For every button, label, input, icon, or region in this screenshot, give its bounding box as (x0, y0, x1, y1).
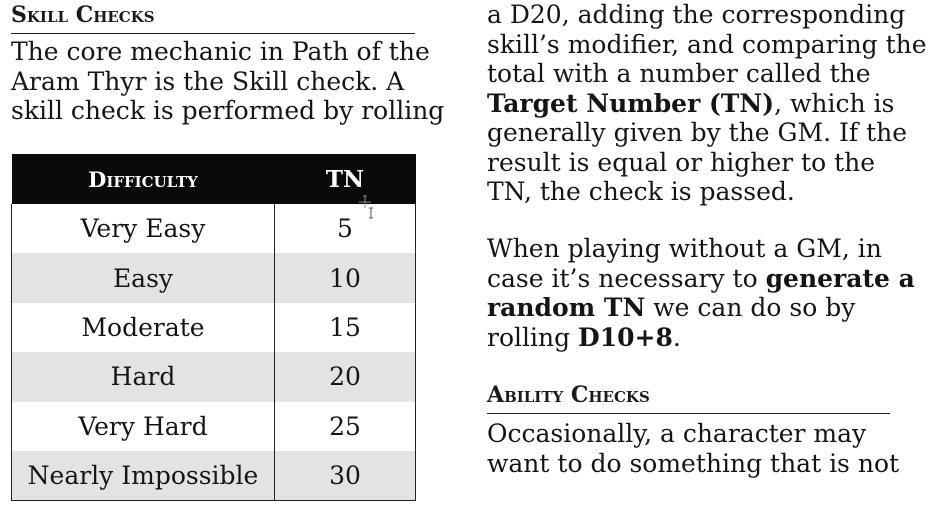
bold-text: random TN (487, 293, 646, 322)
table-row: Very Easy 5 (11, 204, 416, 254)
tn-cell: 5 (337, 214, 353, 244)
tn-cell: 30 (274, 450, 416, 501)
bold-term-target-number: Target Number (TN) (487, 88, 775, 118)
text-line: Aram Thyr is the Skill check. A (11, 66, 405, 96)
text-line: case it’s necessary to generate a (487, 264, 915, 294)
bold-text: generate a (765, 263, 915, 293)
text-line: Occasionally, a character may (487, 419, 867, 448)
section-heading-skill-checks: Skill Checks (11, 2, 155, 28)
text-line: The core mechanic in Path of the (11, 37, 430, 66)
difficulty-cell: Very Hard (11, 401, 275, 451)
skill-check-paragraph: a D20, adding the corresponding skill’s … (487, 0, 927, 207)
difficulty-cell: Very Easy (11, 204, 275, 254)
intro-paragraph: The core mechanic in Path of the Aram Th… (11, 37, 444, 126)
random-tn-paragraph: When playing without a GM, in case it’s … (487, 234, 915, 352)
difficulty-cell: Nearly Impossible (11, 450, 275, 501)
text-cursor-icon (359, 195, 373, 219)
text-line: result is equal or higher to the (487, 147, 876, 177)
table-row: Nearly Impossible 30 (11, 450, 416, 501)
tn-cell: 25 (329, 411, 361, 441)
difficulty-cell: Moderate (11, 302, 275, 353)
text-line: When playing without a GM, in (487, 234, 882, 263)
ability-check-paragraph: Occasionally, a character may want to do… (487, 419, 899, 478)
column-header-difficulty: Difficulty (11, 154, 275, 204)
bold-dice-formula: D10+8 (578, 322, 673, 352)
text-span: . (672, 322, 681, 352)
text-span: , which is (774, 88, 895, 118)
table-row: Very Hard 25 (11, 401, 416, 451)
column-header-tn: TN (274, 154, 416, 204)
tn-cell: 10 (274, 253, 416, 303)
text-span: rolling (487, 322, 579, 352)
text-line: generally given by the GM. If the (487, 118, 908, 147)
difficulty-cell: Hard (11, 352, 275, 402)
text-line: TN, the check is passed. (487, 177, 795, 206)
difficulty-table: Difficulty TN Very Easy 5 Easy 10 Modera… (11, 154, 416, 501)
text-line: skill’s modifier, and comparing the (487, 29, 927, 59)
heading-rule (487, 413, 890, 414)
heading-rule (11, 33, 415, 34)
table-header-row: Difficulty TN (11, 154, 416, 204)
text-line: total with a number called the (487, 59, 871, 88)
text-line: random TN we can do so by (487, 293, 915, 323)
text-span: case it’s necessary to (487, 263, 766, 293)
table-row: Hard 20 (11, 352, 416, 402)
tn-cell: 20 (274, 352, 416, 402)
text-line: a D20, adding the corresponding (487, 0, 906, 29)
text-line: Target Number (TN), which is (487, 89, 927, 119)
tn-cell: 15 (329, 312, 361, 342)
text-line: want to do something that is not (487, 448, 900, 478)
text-line: rolling D10+8. (487, 323, 915, 353)
table-row: Easy 10 (11, 253, 416, 303)
difficulty-cell: Easy (11, 253, 275, 303)
text-span: we can do so by (645, 293, 856, 322)
section-heading-ability-checks: Ability Checks (487, 382, 650, 408)
table-row: Moderate 15 (11, 302, 416, 353)
text-line: skill check is performed by rolling (11, 96, 445, 125)
